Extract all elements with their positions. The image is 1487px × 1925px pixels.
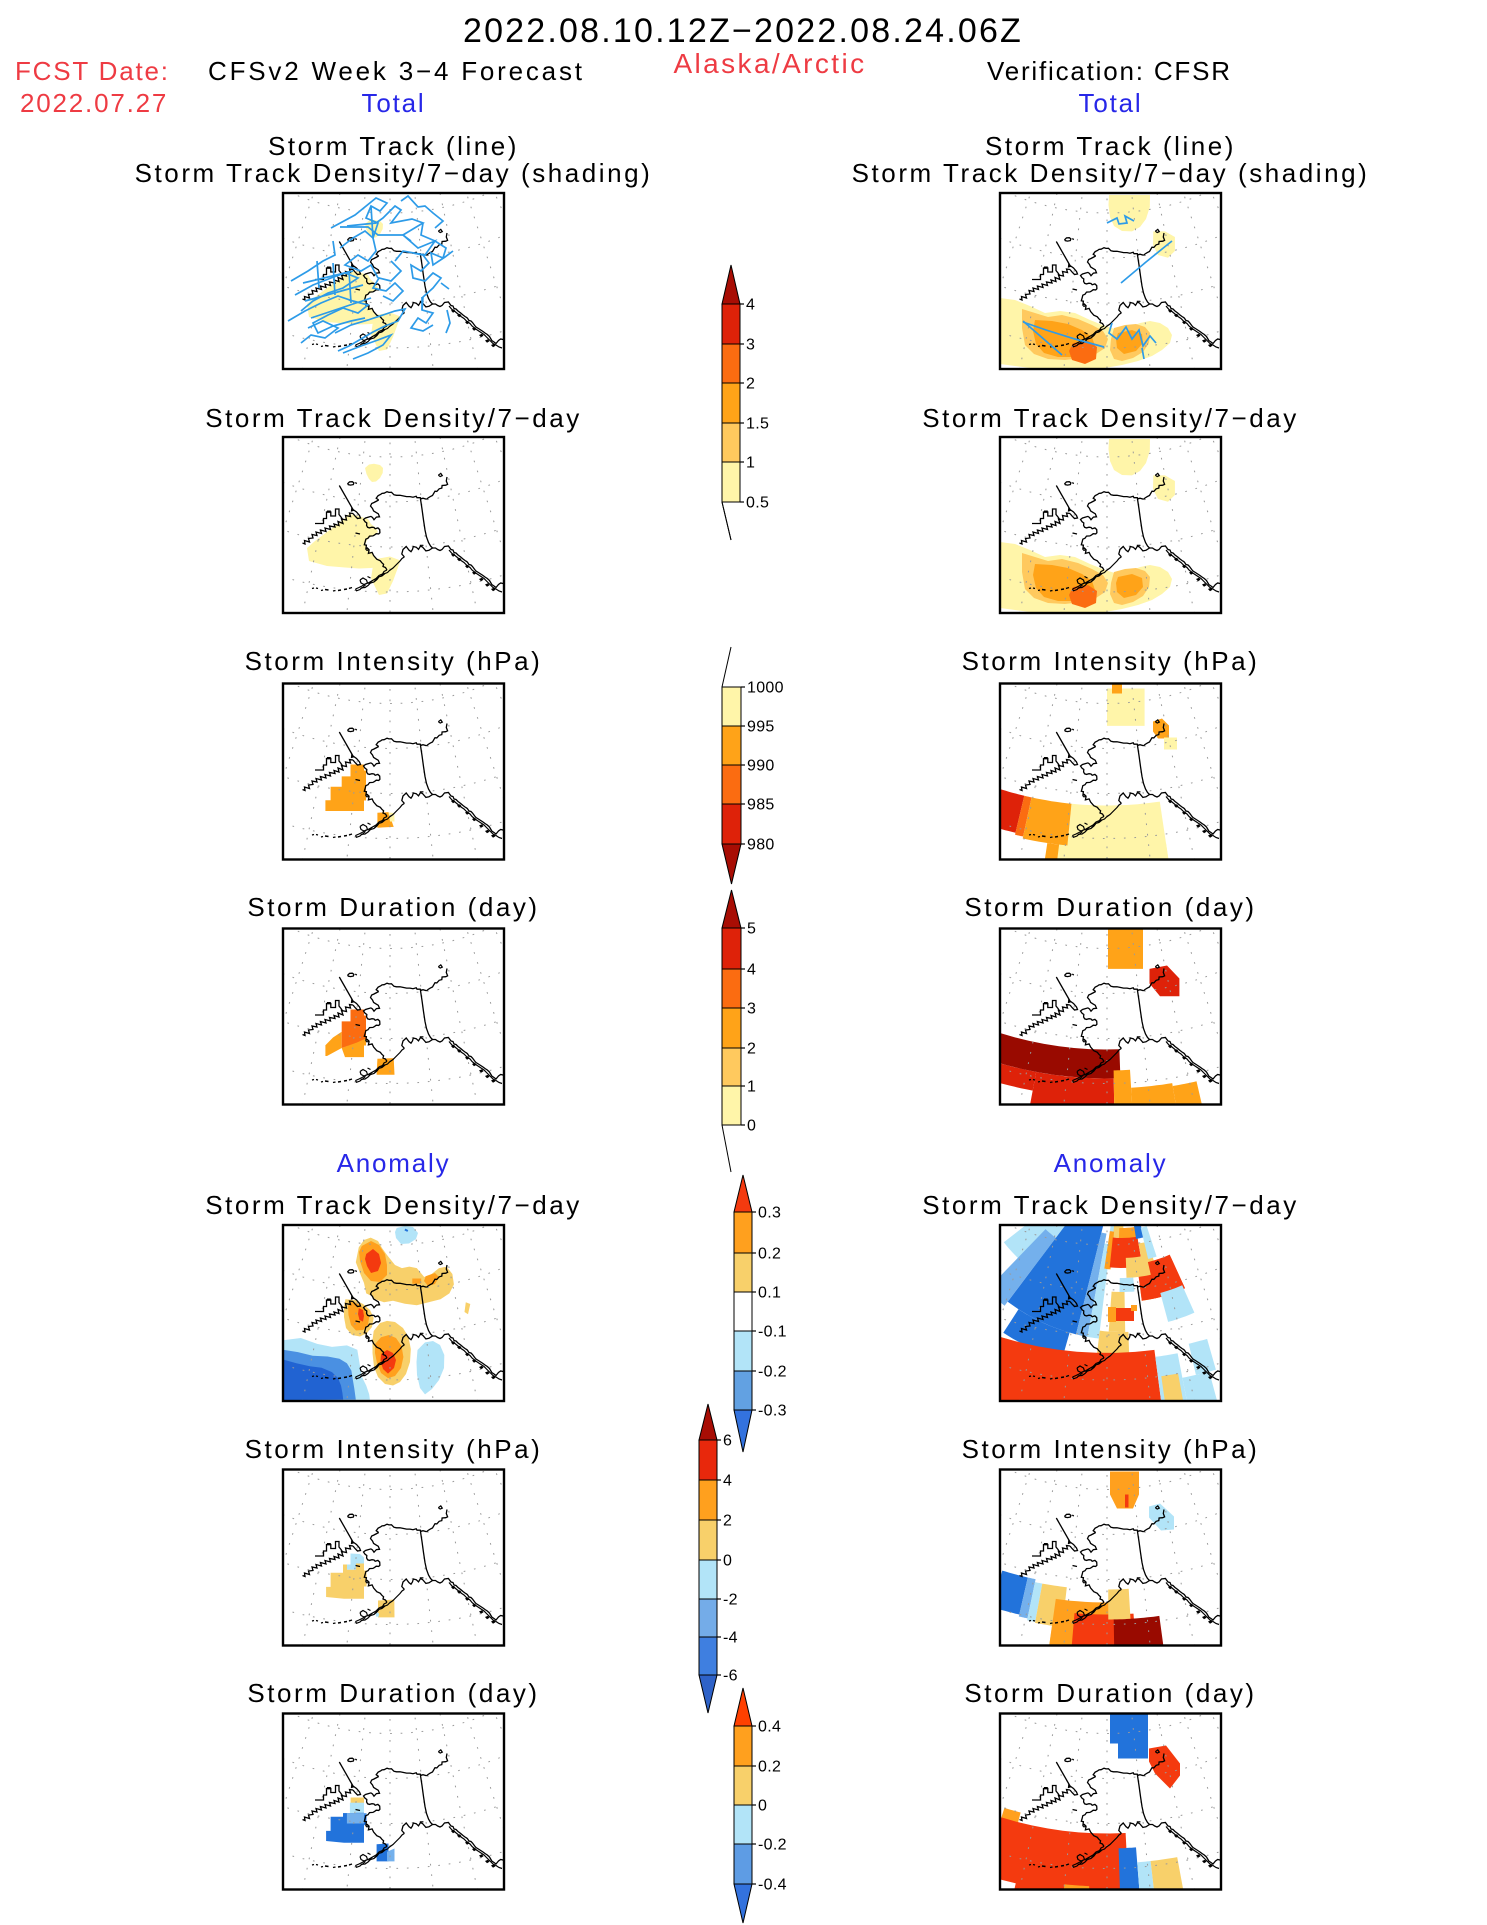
svg-text:Storm Track Density/7−day: Storm Track Density/7−day (922, 403, 1299, 433)
svg-text:0.5: 0.5 (746, 495, 769, 512)
svg-text:Alaska/Arctic: Alaska/Arctic (673, 48, 866, 79)
svg-text:985: 985 (747, 797, 775, 814)
svg-text:CFSv2 Week 3−4 Forecast: CFSv2 Week 3−4 Forecast (208, 56, 585, 86)
svg-text:-0.1: -0.1 (758, 1324, 787, 1341)
svg-text:4: 4 (746, 297, 755, 314)
svg-text:2: 2 (723, 1513, 732, 1530)
svg-text:4: 4 (747, 962, 756, 979)
svg-text:0.3: 0.3 (758, 1205, 781, 1222)
svg-text:FCST Date:: FCST Date: (15, 56, 170, 86)
svg-text:2022.08.10.12Z−2022.08.24.06Z: 2022.08.10.12Z−2022.08.24.06Z (463, 12, 1023, 50)
svg-text:0: 0 (723, 1553, 732, 1570)
svg-text:Storm Track (line): Storm Track (line) (985, 131, 1236, 161)
svg-text:4: 4 (723, 1473, 732, 1490)
svg-text:0: 0 (758, 1798, 767, 1815)
svg-text:5: 5 (747, 921, 756, 938)
svg-text:6: 6 (723, 1433, 732, 1450)
svg-text:Storm Intensity (hPa): Storm Intensity (hPa) (962, 646, 1260, 676)
svg-text:Storm Track Density/7−day (sha: Storm Track Density/7−day (shading) (852, 158, 1370, 188)
svg-text:-0.4: -0.4 (758, 1877, 787, 1894)
svg-text:-0.2: -0.2 (758, 1837, 787, 1854)
svg-text:Storm Track Density/7−day: Storm Track Density/7−day (205, 1190, 582, 1220)
svg-text:2: 2 (746, 376, 755, 393)
svg-text:Storm Track Density/7−day: Storm Track Density/7−day (922, 1190, 1299, 1220)
svg-text:995: 995 (747, 719, 775, 736)
svg-text:2022.07.27: 2022.07.27 (20, 88, 168, 118)
svg-text:3: 3 (747, 1001, 756, 1018)
svg-text:1.5: 1.5 (746, 416, 769, 433)
svg-text:-6: -6 (723, 1668, 738, 1685)
svg-text:1: 1 (746, 455, 755, 472)
svg-text:0: 0 (747, 1118, 756, 1135)
svg-text:0.2: 0.2 (758, 1246, 781, 1263)
svg-text:Anomaly: Anomaly (337, 1148, 451, 1178)
svg-text:-0.3: -0.3 (758, 1403, 787, 1420)
svg-text:Anomaly: Anomaly (1054, 1148, 1168, 1178)
svg-text:0.2: 0.2 (758, 1759, 781, 1776)
svg-text:Storm Track (line): Storm Track (line) (268, 131, 519, 161)
svg-text:Verification: CFSR: Verification: CFSR (987, 56, 1232, 86)
svg-text:980: 980 (747, 837, 775, 854)
svg-text:0.1: 0.1 (758, 1285, 781, 1302)
svg-text:Storm Intensity (hPa): Storm Intensity (hPa) (962, 1434, 1260, 1464)
svg-text:3: 3 (746, 337, 755, 354)
svg-text:Storm Intensity (hPa): Storm Intensity (hPa) (245, 646, 543, 676)
svg-text:2: 2 (747, 1041, 756, 1058)
svg-text:Storm Duration (day): Storm Duration (day) (964, 892, 1256, 922)
svg-text:Storm Duration (day): Storm Duration (day) (964, 1678, 1256, 1708)
svg-text:Total: Total (1079, 88, 1143, 118)
svg-text:Storm Track Density/7−day: Storm Track Density/7−day (205, 403, 582, 433)
svg-text:Total: Total (362, 88, 426, 118)
svg-text:1: 1 (747, 1079, 756, 1096)
svg-text:-4: -4 (723, 1630, 738, 1647)
svg-text:Storm Duration (day): Storm Duration (day) (247, 892, 539, 922)
svg-text:Storm Intensity (hPa): Storm Intensity (hPa) (245, 1434, 543, 1464)
svg-text:-0.2: -0.2 (758, 1364, 787, 1381)
svg-text:Storm Track Density/7−day (sha: Storm Track Density/7−day (shading) (135, 158, 653, 188)
svg-text:990: 990 (747, 758, 775, 775)
svg-text:0.4: 0.4 (758, 1719, 781, 1736)
svg-text:Storm Duration (day): Storm Duration (day) (247, 1678, 539, 1708)
svg-text:-2: -2 (723, 1592, 738, 1609)
svg-text:1000: 1000 (747, 680, 784, 697)
